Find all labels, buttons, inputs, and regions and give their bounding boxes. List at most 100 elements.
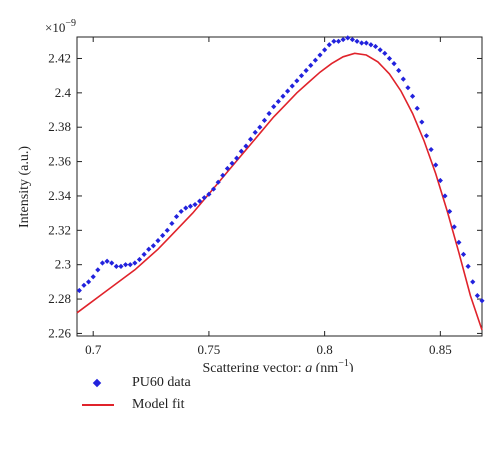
y-axis-multiplier: ×10−9 [45, 18, 76, 35]
pu60-data-series [76, 35, 485, 304]
y-tick-label: 2.26 [48, 325, 71, 340]
data-point [81, 282, 87, 288]
data-point [123, 262, 129, 268]
data-point [419, 119, 425, 125]
y-tick-label: 2.36 [48, 154, 71, 169]
data-point [451, 224, 457, 230]
data-point [192, 201, 198, 208]
data-point [294, 78, 300, 84]
y-axis: 2.26 2.28 2.3 2.32 2.34 2.36 2.38 2.4 2.42 [48, 50, 482, 340]
data-point [331, 38, 337, 44]
data-point [345, 35, 351, 41]
data-point [136, 256, 143, 263]
data-point [409, 93, 416, 99]
x-tick-label: 0.7 [85, 342, 102, 357]
plot-area-frame [76, 36, 483, 337]
data-point [470, 279, 476, 285]
model-fit-line [76, 52, 483, 331]
data-point [460, 251, 467, 257]
data-point [132, 260, 138, 266]
legend-item-data: PU60 data [80, 372, 191, 394]
data-point [238, 148, 244, 154]
x-axis-label: Scattering vector: q (nm−1) [202, 358, 353, 372]
data-point [271, 103, 277, 110]
legend: PU60 data Model fit [80, 372, 191, 416]
data-point [210, 186, 217, 192]
data-point [298, 73, 305, 79]
legend-swatch-dot [80, 372, 120, 394]
legend-label-data: PU60 data [132, 375, 191, 390]
data-point [326, 42, 332, 48]
x-axis: 0.7 0.75 0.8 0.85 [85, 37, 452, 357]
data-point [247, 136, 254, 142]
data-point [289, 83, 295, 89]
data-point [243, 143, 249, 149]
data-point [160, 232, 166, 239]
x-tick-label: 0.75 [198, 342, 221, 357]
data-point [414, 105, 420, 111]
data-point [354, 38, 360, 44]
y-tick-label: 2.34 [48, 188, 71, 203]
data-point [312, 57, 318, 63]
data-point [76, 287, 82, 294]
data-point [183, 205, 189, 211]
data-point [146, 246, 152, 252]
y-tick-label: 2.28 [48, 291, 71, 306]
data-point [465, 263, 471, 270]
data-point [349, 36, 355, 43]
data-point [224, 165, 231, 172]
data-point [206, 191, 212, 197]
data-point [433, 162, 439, 168]
model-fit-series [76, 52, 483, 331]
y-tick-label: 2.4 [55, 85, 72, 100]
data-point [386, 55, 393, 62]
data-point [428, 146, 434, 153]
y-tick-label: 2.3 [55, 257, 71, 272]
data-point [303, 67, 309, 74]
data-point [201, 195, 207, 201]
legend-item-fit: Model fit [80, 394, 191, 416]
data-point [99, 260, 106, 266]
data-point [164, 227, 170, 233]
data-point [220, 172, 226, 178]
data-point [266, 110, 272, 117]
data-point [377, 47, 383, 53]
data-point [474, 293, 480, 299]
data-point [363, 40, 369, 46]
data-point [173, 213, 180, 220]
data-point [396, 67, 402, 74]
data-point [317, 52, 323, 58]
y-tick-label: 2.32 [48, 222, 71, 237]
y-tick-label: 2.38 [48, 119, 71, 134]
data-point [308, 62, 314, 68]
data-point [405, 85, 411, 91]
data-point [257, 124, 263, 130]
data-point [368, 42, 374, 48]
data-point [252, 129, 258, 135]
data-point [442, 193, 448, 199]
x-tick-label: 0.85 [429, 342, 452, 357]
data-point [382, 50, 388, 56]
data-point [437, 177, 443, 184]
data-point [197, 198, 203, 204]
data-point [335, 38, 342, 44]
x-tick-label: 0.8 [317, 342, 333, 357]
data-point [150, 243, 156, 249]
data-point [215, 179, 221, 185]
data-point [169, 220, 175, 227]
data-point [372, 43, 379, 50]
data-point [456, 239, 462, 245]
data-point [275, 98, 281, 105]
data-point [261, 117, 268, 123]
data-point [423, 133, 430, 139]
data-point [113, 263, 119, 270]
data-point [127, 262, 133, 268]
data-point [187, 203, 193, 209]
data-point [155, 238, 161, 244]
data-point [229, 160, 235, 166]
y-tick-label: 2.42 [48, 50, 71, 65]
data-point [340, 36, 346, 43]
data-point [178, 208, 184, 215]
data-point [85, 279, 92, 285]
data-point [322, 47, 328, 53]
